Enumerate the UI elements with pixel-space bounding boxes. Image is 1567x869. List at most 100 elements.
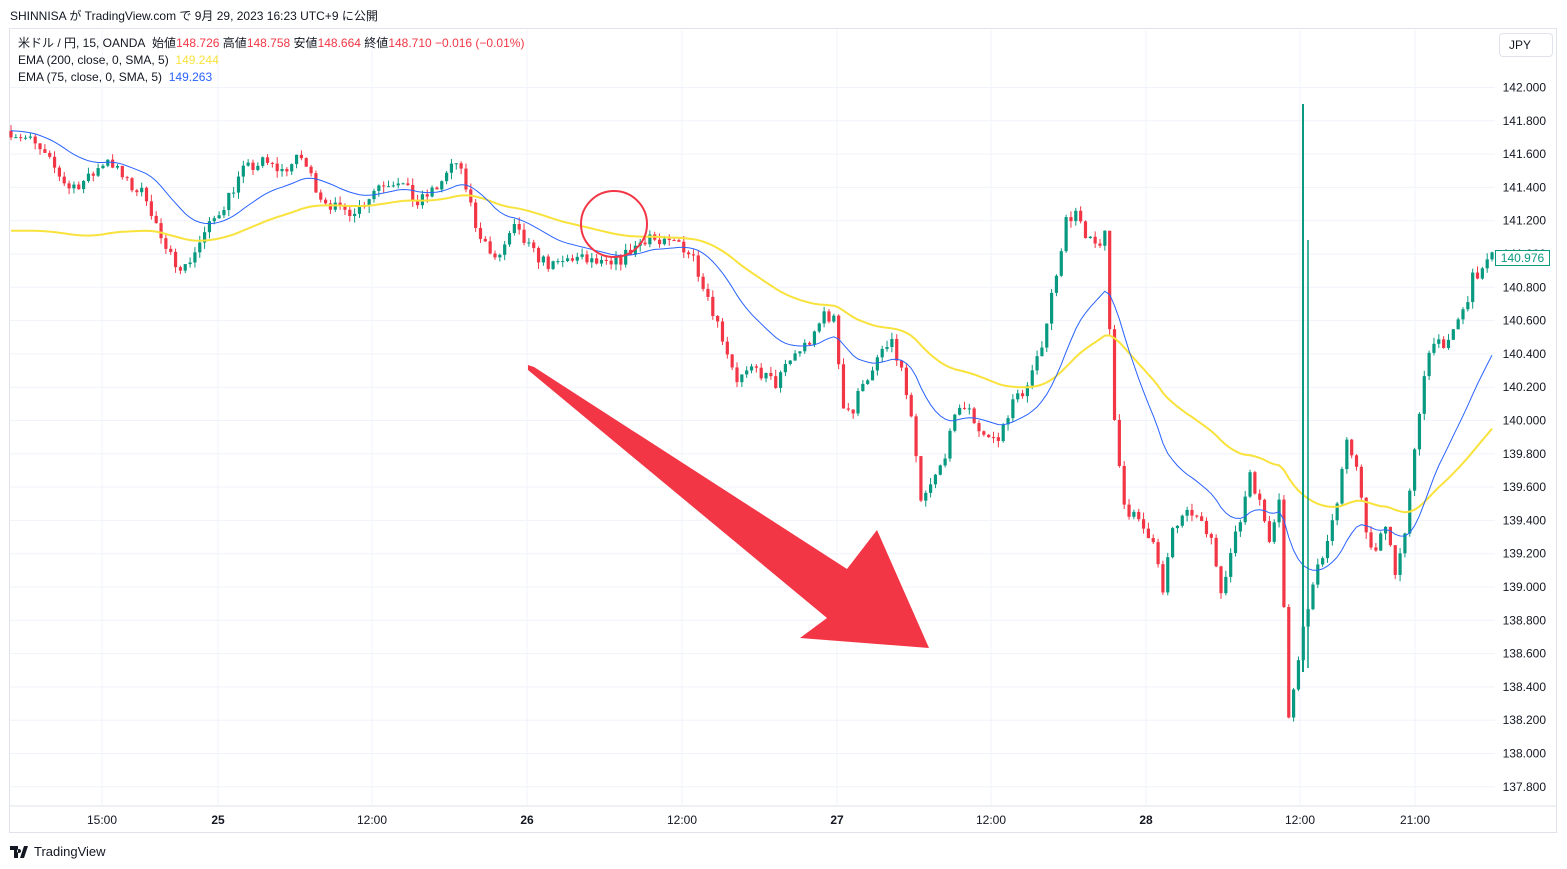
candle-body (1321, 558, 1325, 565)
candle-body (1151, 538, 1155, 543)
candles (9, 125, 1494, 722)
candle-body (1427, 352, 1431, 377)
time-tick-label: 12:00 (357, 813, 387, 827)
candle-body (909, 395, 913, 417)
time-tick-label: 27 (830, 813, 844, 827)
candle-body (856, 390, 860, 414)
candle-body (348, 209, 352, 217)
candle-body (967, 408, 971, 410)
candle-body (1316, 564, 1320, 585)
candle-body (1224, 576, 1228, 594)
candle-body (677, 240, 681, 242)
candle-body (1471, 272, 1475, 303)
chart-frame[interactable] (9, 28, 1557, 833)
candle-body (1025, 385, 1029, 397)
candle-body (1451, 329, 1455, 340)
candle-body (159, 223, 163, 239)
footer-brand[interactable]: TradingView (10, 844, 106, 859)
candle-body (343, 206, 347, 210)
candle-body (866, 380, 870, 384)
candle-body (1485, 259, 1489, 269)
time-tick-label: 15:00 (87, 813, 117, 827)
ema200-row[interactable]: EMA (200, close, 0, SMA, 5) 149.244 (18, 52, 524, 69)
candle-body (1243, 496, 1247, 523)
time-axis: 15:00 25 12:00 26 12:00 27 12:00 28 12:00 21:00 (10, 805, 1556, 827)
candle-body (962, 407, 967, 409)
candle-body (478, 227, 483, 239)
time-tick-label: 25 (211, 813, 225, 827)
brand-label: TradingView (34, 844, 106, 859)
candle-body (783, 364, 787, 373)
candle-body (730, 354, 734, 368)
ema75-row[interactable]: EMA (75, close, 0, SMA, 5) 149.263 (18, 69, 524, 86)
candle-body (996, 437, 1000, 441)
close-value: 148.710 (388, 36, 432, 50)
ohlc-row: 米ドル / 円, 15, OANDA 始値148.726 高値148.758 安… (18, 35, 524, 52)
candle-body (754, 366, 758, 368)
candle-body (459, 163, 463, 169)
candle-body (1030, 370, 1034, 386)
price-tick-label: 141.800 (1503, 114, 1547, 128)
candle-body (769, 373, 773, 377)
candle-body (1267, 521, 1271, 542)
candle-body (512, 223, 516, 234)
candle-body (527, 242, 531, 244)
candle-body (1146, 528, 1150, 539)
candle-body (1059, 251, 1063, 276)
candle-body (140, 187, 144, 193)
candle-body (1233, 531, 1238, 554)
candle-body (19, 137, 23, 139)
currency-button[interactable]: JPY (1499, 33, 1553, 57)
candle-body (246, 162, 250, 166)
price-tick-label: 140.200 (1503, 380, 1547, 394)
candle-body (672, 239, 676, 241)
candle-body (125, 177, 129, 179)
candle-body (841, 364, 846, 409)
price-tick-label: 140.600 (1503, 314, 1547, 328)
candle-body (1204, 520, 1209, 535)
candle-body (256, 165, 260, 170)
candle-body (716, 316, 720, 322)
candle-body (972, 408, 976, 424)
candle-body (396, 183, 400, 186)
price-tick-label: 139.000 (1503, 580, 1547, 594)
candle-body (764, 373, 768, 379)
candle-body (207, 221, 212, 233)
price-tick-label: 139.600 (1503, 480, 1547, 494)
candle-body (745, 370, 749, 375)
time-tick-label: 28 (1139, 813, 1153, 827)
candle-body (1219, 566, 1223, 594)
candle-body (938, 465, 942, 475)
candle-body (904, 367, 908, 396)
candle-body (290, 164, 294, 172)
candle-body (454, 163, 458, 165)
candle-body (991, 437, 996, 439)
candle-body (183, 264, 187, 271)
candle-body (532, 242, 536, 249)
candle-body (149, 201, 153, 216)
candle-body (1282, 499, 1286, 608)
candle-body (1345, 439, 1349, 470)
candle-body (546, 256, 550, 269)
candle-body (566, 258, 570, 262)
candle-body (517, 223, 521, 230)
ema200-label: EMA (200, close, 0, SMA, 5) (18, 53, 169, 67)
candle-body (241, 165, 245, 177)
candle-body (778, 372, 783, 388)
candle-body (793, 353, 797, 361)
candle-body (285, 168, 289, 172)
candle-body (236, 176, 241, 193)
candle-body (328, 203, 333, 210)
candle-body (391, 185, 395, 187)
candle-body (1374, 547, 1378, 551)
candle-body (648, 234, 652, 245)
price-axis: 142.000141.800141.600141.400141.200141.0… (1503, 81, 1547, 794)
candle-body (115, 165, 120, 168)
candle-body (1442, 339, 1446, 348)
price-tick-label: 141.600 (1503, 147, 1547, 161)
candle-body (324, 199, 328, 204)
candle-body (1185, 509, 1189, 516)
candle-body (1122, 465, 1126, 505)
candle-body (48, 152, 52, 157)
